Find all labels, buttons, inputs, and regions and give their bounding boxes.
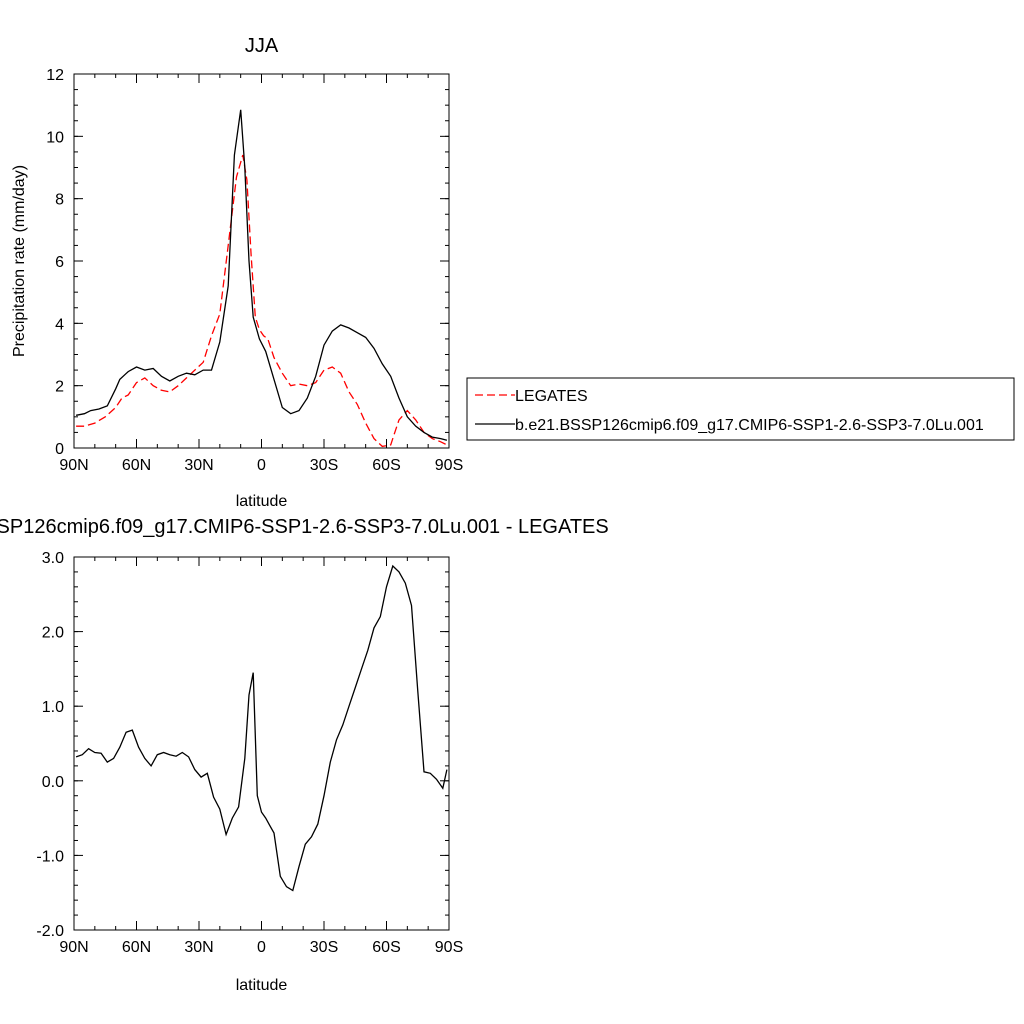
x-tick-label: 60S <box>372 457 400 474</box>
series-line-model <box>75 564 448 892</box>
y-tick-label: 2 <box>55 379 64 396</box>
x-tick-label: 30N <box>184 457 213 474</box>
x-tick-label: 60N <box>122 939 151 956</box>
y-tick-label: 0 <box>55 441 64 458</box>
x-tick-label: 90S <box>435 939 463 956</box>
y-tick-label: 2.0 <box>42 625 64 642</box>
x-tick-label: 90S <box>435 457 463 474</box>
y-tick-label: 1.0 <box>42 699 64 716</box>
x-tick-label: 0 <box>257 939 266 956</box>
series-line-legates <box>76 154 448 448</box>
chart-title: b.e21.BSSP126cmip6.f09_g17.CMIP6-SSP1-2.… <box>0 516 609 538</box>
x-tick-label: 60N <box>122 457 151 474</box>
legend-label: LEGATES <box>515 388 588 405</box>
x-tick-label: 30S <box>310 939 338 956</box>
y-tick-label: 3.0 <box>42 550 64 567</box>
x-tick-label: 30N <box>184 939 213 956</box>
plot-frame <box>73 556 450 931</box>
x-tick-label: 30S <box>310 457 338 474</box>
y-tick-label: 10 <box>46 129 64 146</box>
x-tick-label: 90N <box>59 939 88 956</box>
chart-title: JJA <box>245 35 279 57</box>
x-axis-label: latitude <box>236 977 288 994</box>
y-axis-label: Precipitation rate (mm/day) <box>11 165 28 357</box>
x-tick-label: 90N <box>59 457 88 474</box>
series-line-model <box>75 109 448 441</box>
y-tick-label: -2.0 <box>36 923 64 940</box>
x-tick-label: 60S <box>372 939 400 956</box>
y-tick-label: 8 <box>55 192 64 209</box>
y-tick-label: -1.0 <box>36 848 64 865</box>
y-tick-label: 12 <box>46 67 64 84</box>
y-tick-label: 6 <box>55 254 64 271</box>
legend-box <box>466 377 1015 441</box>
x-axis-label: latitude <box>236 493 288 510</box>
legend-label: b.e21.BSSP126cmip6.f09_g17.CMIP6-SSP1-2.… <box>515 417 984 434</box>
x-tick-label: 0 <box>257 457 266 474</box>
upper-panel-legend: LEGATES b.e21.BSSP126cmip6.f09_g17.CMIP6-… <box>466 377 1015 441</box>
lower-panel: b.e21.BSSP126cmip6.f09_g17.CMIP6-SSP1-2.… <box>0 516 609 994</box>
upper-panel: JJA 90N 60N 30N 0 30S 60S 90S 0 2 4 6 8 10 12 latitude P… <box>11 35 463 510</box>
y-tick-label: 4 <box>55 316 64 333</box>
y-tick-label: 0.0 <box>42 774 64 791</box>
